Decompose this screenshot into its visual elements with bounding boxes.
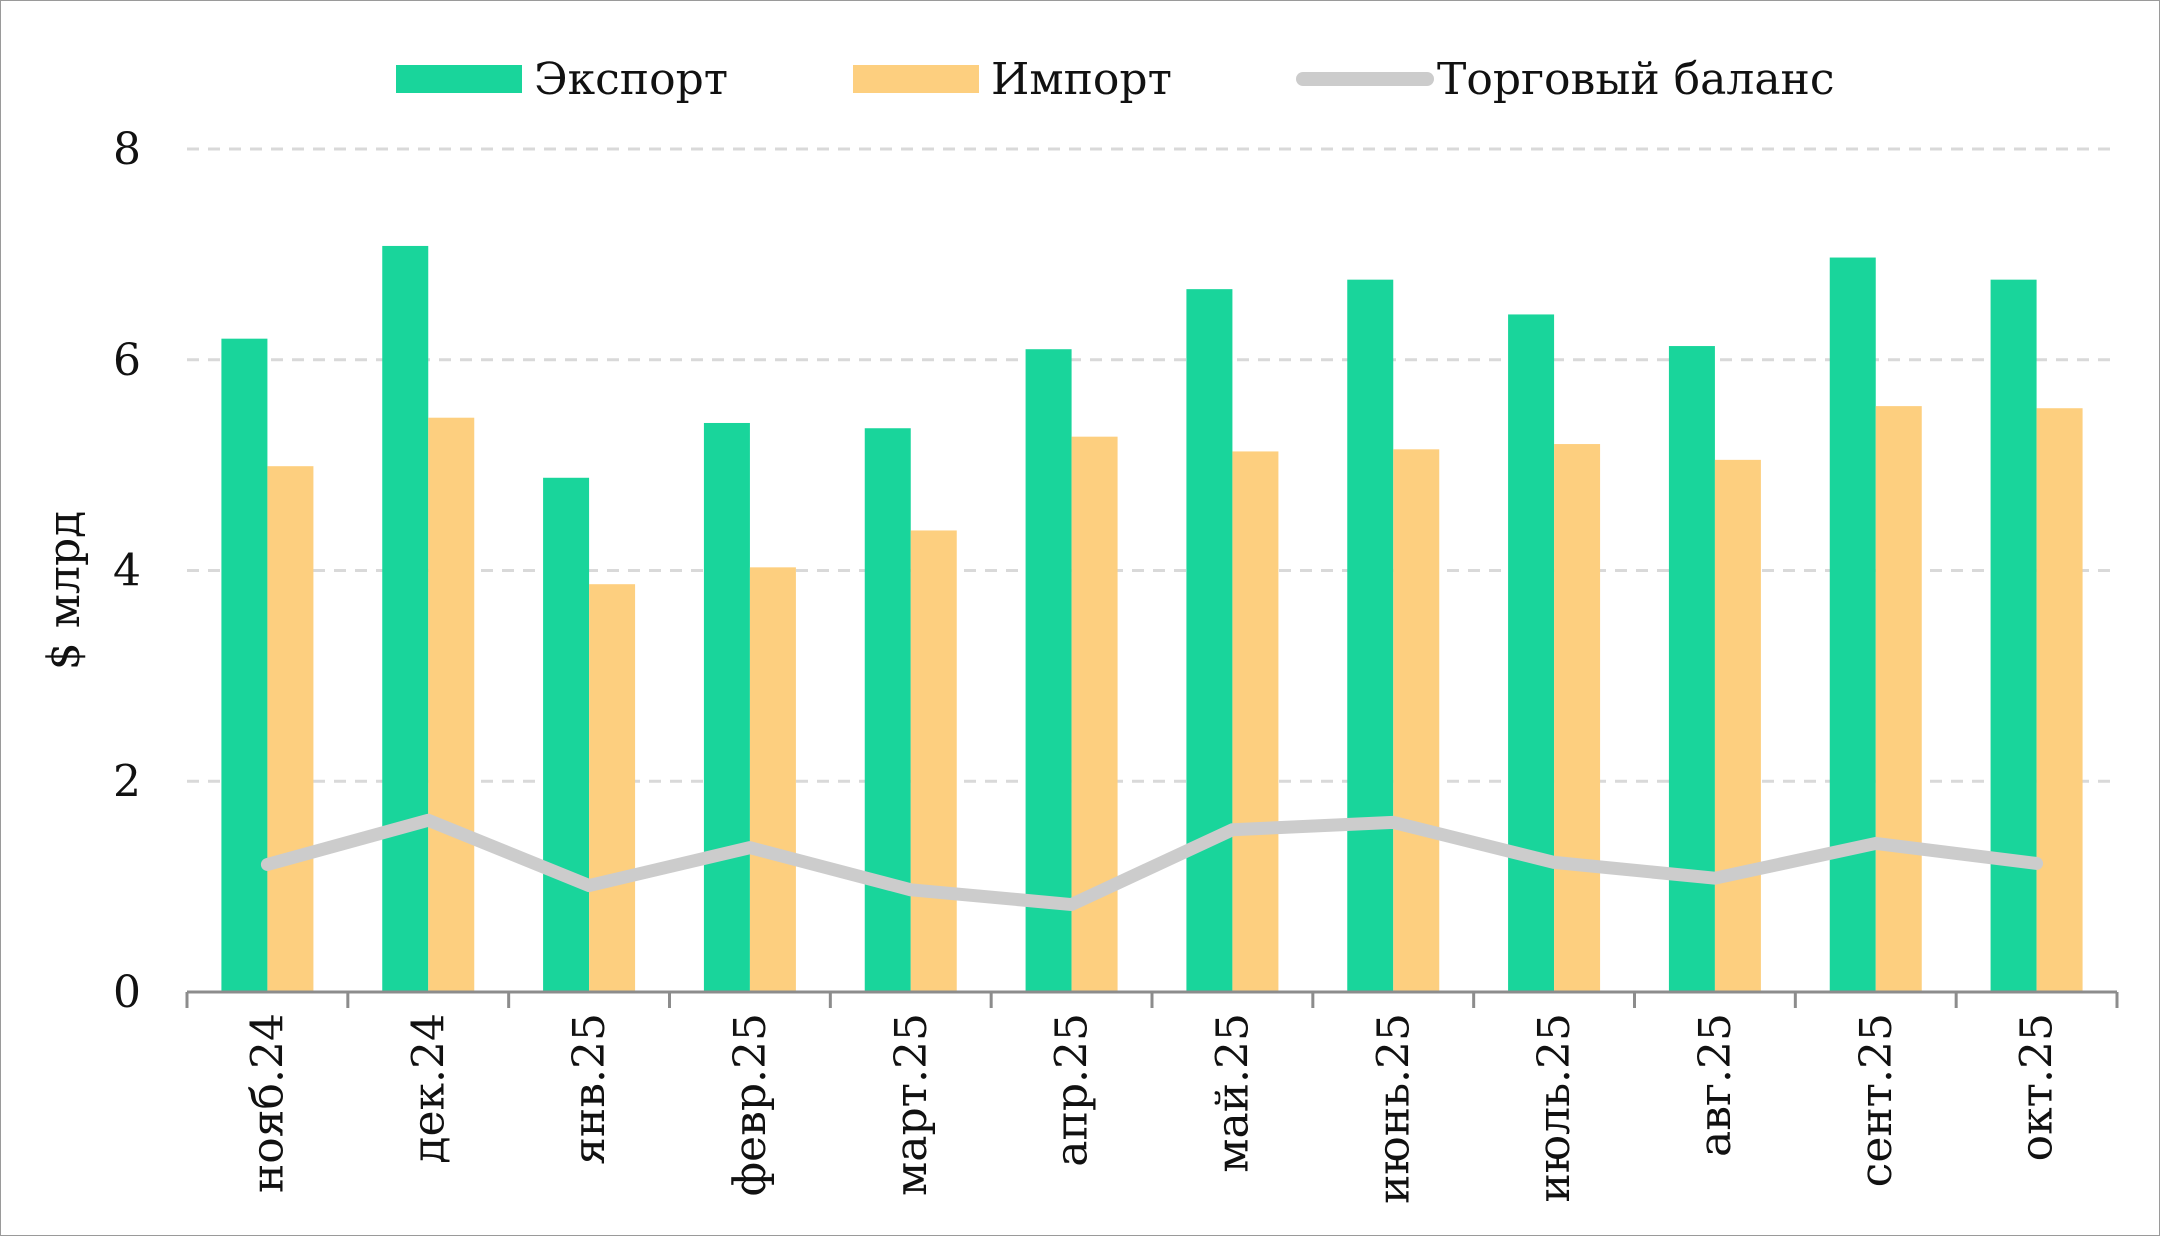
legend: Экспорт Импорт Торговый баланс (396, 54, 1835, 105)
legend-swatch (853, 65, 979, 93)
bar-export (864, 428, 911, 992)
legend-swatch (396, 65, 522, 93)
legend-item-balance: Торговый баланс (1296, 54, 1835, 105)
bar-export (221, 338, 268, 992)
x-tick-label: сент.25 (1851, 1013, 1902, 1187)
x-tick-label: янв.25 (564, 1013, 615, 1165)
x-tick-label: авг.25 (1690, 1013, 1741, 1157)
x-tick-label: окт.25 (2012, 1013, 2063, 1161)
balance-point (1392, 821, 1395, 824)
bar-import (749, 567, 796, 992)
bar-import (267, 466, 314, 993)
legend-label: Торговый баланс (1437, 54, 1835, 105)
legend-item-export: Экспорт (396, 54, 728, 105)
bar-import (1714, 459, 1761, 992)
bar-export (1025, 349, 1072, 992)
bar-export (543, 477, 590, 992)
bar-export (382, 245, 429, 992)
gridlines (187, 147, 2117, 783)
y-tick-label: 0 (113, 967, 141, 1018)
bar-import (428, 417, 475, 992)
balance-point (909, 888, 912, 891)
bar-export (703, 422, 750, 993)
y-tick-label: 4 (113, 546, 141, 597)
y-axis-title: $ млрд (39, 511, 90, 670)
bar-import (589, 584, 636, 992)
balance-point (1713, 877, 1716, 880)
balance-point (588, 884, 591, 887)
balance-point (266, 863, 269, 866)
bar-export (1347, 279, 1394, 992)
balance-line (260, 813, 2044, 912)
x-tick-label: дек.24 (403, 1013, 454, 1164)
bar-export (1668, 346, 1715, 992)
bar-import (1071, 436, 1118, 993)
x-tick-label: март.25 (886, 1013, 937, 1196)
y-tick-label: 6 (113, 335, 141, 386)
x-tick-label: нояб.24 (242, 1013, 293, 1193)
balance-point (1553, 861, 1556, 864)
balance-point (1874, 842, 1877, 845)
bars (221, 245, 2083, 993)
legend-label: Импорт (991, 54, 1172, 105)
legend-label: Экспорт (534, 54, 728, 105)
balance-point (1231, 828, 1234, 831)
balance-point (748, 846, 751, 849)
x-tick-label: май.25 (1207, 1013, 1258, 1173)
bar-import (1875, 406, 1922, 992)
x-tick-label: июнь.25 (1368, 1013, 1419, 1204)
bar-import (1393, 449, 1440, 993)
x-tick-label: апр.25 (1047, 1013, 1098, 1167)
bar-export (1508, 314, 1555, 993)
x-tick-label: февр.25 (725, 1013, 776, 1196)
balance-point (1070, 903, 1073, 906)
bar-import (1232, 451, 1279, 992)
balance-point (2035, 862, 2038, 865)
bar-import (1554, 444, 1601, 992)
balance-line-layer (260, 813, 2044, 912)
y-tick-label: 2 (113, 756, 141, 807)
bar-export (1990, 279, 2037, 992)
bar-export (1186, 289, 1233, 992)
axes: 0 2 4 6 8 нояб.24 дек.24 янв.25 февр.25 март.25 ап… (113, 124, 2119, 1204)
bar-import (910, 530, 957, 992)
y-tick-label: 8 (113, 124, 141, 175)
legend-item-import: Импорт (853, 54, 1172, 105)
bar-export (1829, 257, 1876, 992)
bar-import (2036, 408, 2083, 992)
balance-point (427, 819, 430, 822)
x-tick-label: июль.25 (1529, 1013, 1580, 1203)
